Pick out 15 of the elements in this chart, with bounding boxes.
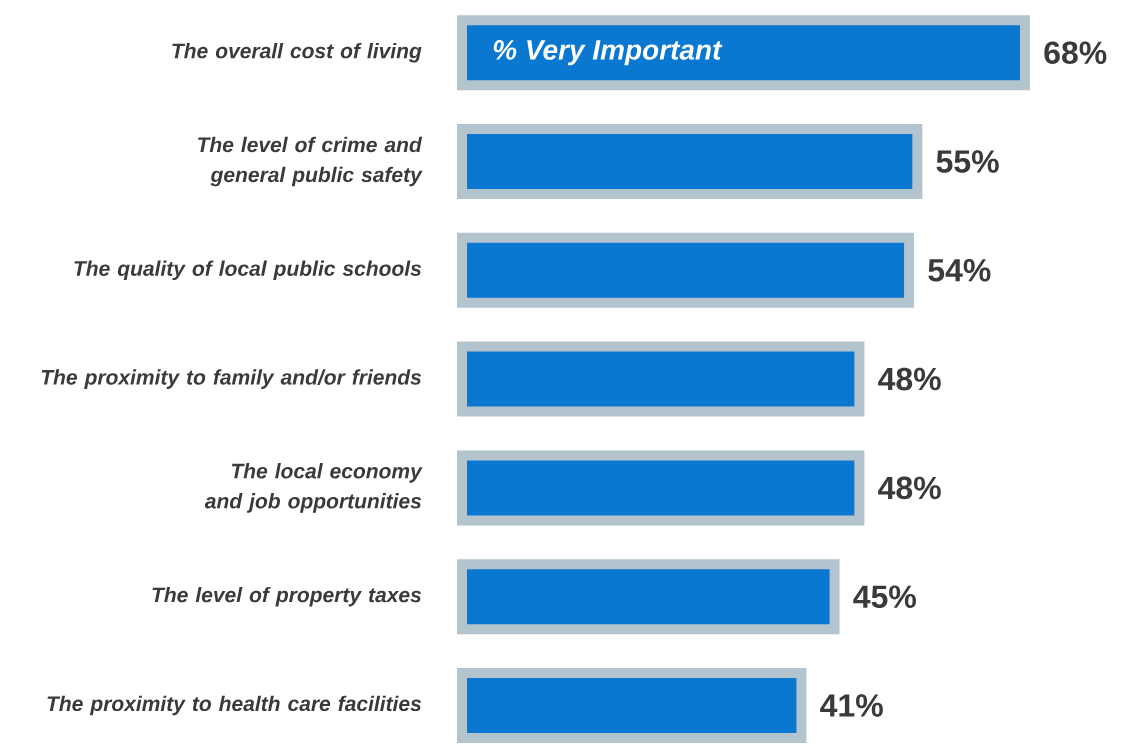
y-tick-label: The quality of local public schools (74, 260, 422, 281)
y-tick-label: The proximity to family and/or friends (41, 369, 422, 389)
y-tick-label: The overall cost of living (172, 42, 422, 63)
data-label: 68% (1044, 41, 1107, 65)
y-tick-label: The local economy and job opportunities (204, 463, 423, 513)
y-tick-label: The proximity to health care facilities (47, 695, 422, 716)
data-label: 45% (853, 585, 916, 608)
data-label: 55% (936, 150, 999, 173)
y-tick-label: The level of crime and general public safety (198, 136, 423, 187)
series-label: % Very Important (493, 40, 723, 66)
data-label: 48% (878, 476, 941, 500)
data-label: 54% (928, 259, 991, 282)
data-label: 48% (878, 367, 941, 391)
data-label: 41% (820, 694, 883, 717)
y-tick-label: The level of property taxes (152, 586, 422, 607)
